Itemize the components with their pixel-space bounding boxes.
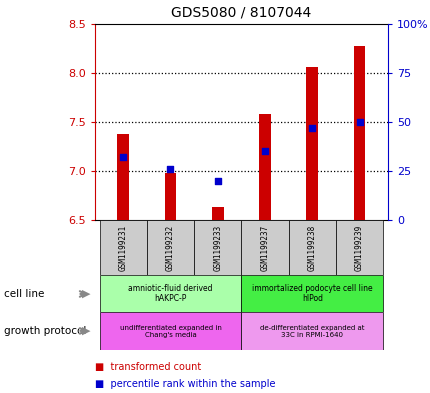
Text: de-differentiated expanded at
33C in RPMI-1640: de-differentiated expanded at 33C in RPM… [259, 325, 364, 338]
Text: ▶: ▶ [82, 289, 90, 299]
Text: ▶: ▶ [82, 326, 90, 336]
Text: cell line: cell line [4, 289, 45, 299]
Bar [353, 46, 365, 220]
Bar [335, 220, 382, 275]
Text: ■  transformed count: ■ transformed count [95, 362, 201, 373]
Point [355, 119, 362, 125]
Title: GDS5080 / 8107044: GDS5080 / 8107044 [171, 6, 311, 20]
Text: GSM1199232: GSM1199232 [166, 224, 175, 271]
Bar [258, 114, 270, 220]
Text: immortalized podocyte cell line
hIPod: immortalized podocyte cell line hIPod [252, 284, 372, 303]
Text: GSM1199238: GSM1199238 [307, 224, 316, 271]
Point [166, 166, 173, 172]
Bar [99, 275, 241, 312]
Bar [117, 134, 129, 220]
Point [214, 178, 221, 184]
Bar [147, 220, 194, 275]
Bar [99, 312, 241, 350]
Bar [99, 220, 147, 275]
Point [308, 125, 315, 131]
Text: GSM1199239: GSM1199239 [354, 224, 363, 271]
Point [261, 148, 268, 154]
Bar [194, 220, 241, 275]
Bar [306, 67, 317, 220]
Text: GSM1199237: GSM1199237 [260, 224, 269, 271]
Point [120, 154, 126, 160]
Bar [288, 220, 335, 275]
Bar [241, 275, 382, 312]
Text: amniotic-fluid derived
hAKPC-P: amniotic-fluid derived hAKPC-P [128, 284, 212, 303]
Bar [164, 173, 176, 220]
Text: GSM1199231: GSM1199231 [118, 224, 127, 271]
Bar [241, 220, 288, 275]
Text: growth protocol: growth protocol [4, 326, 86, 336]
Text: ■  percentile rank within the sample: ■ percentile rank within the sample [95, 379, 275, 389]
Text: GSM1199233: GSM1199233 [213, 224, 222, 271]
Text: undifferentiated expanded in
Chang's media: undifferentiated expanded in Chang's med… [119, 325, 221, 338]
Bar [211, 208, 223, 220]
Bar [241, 312, 382, 350]
